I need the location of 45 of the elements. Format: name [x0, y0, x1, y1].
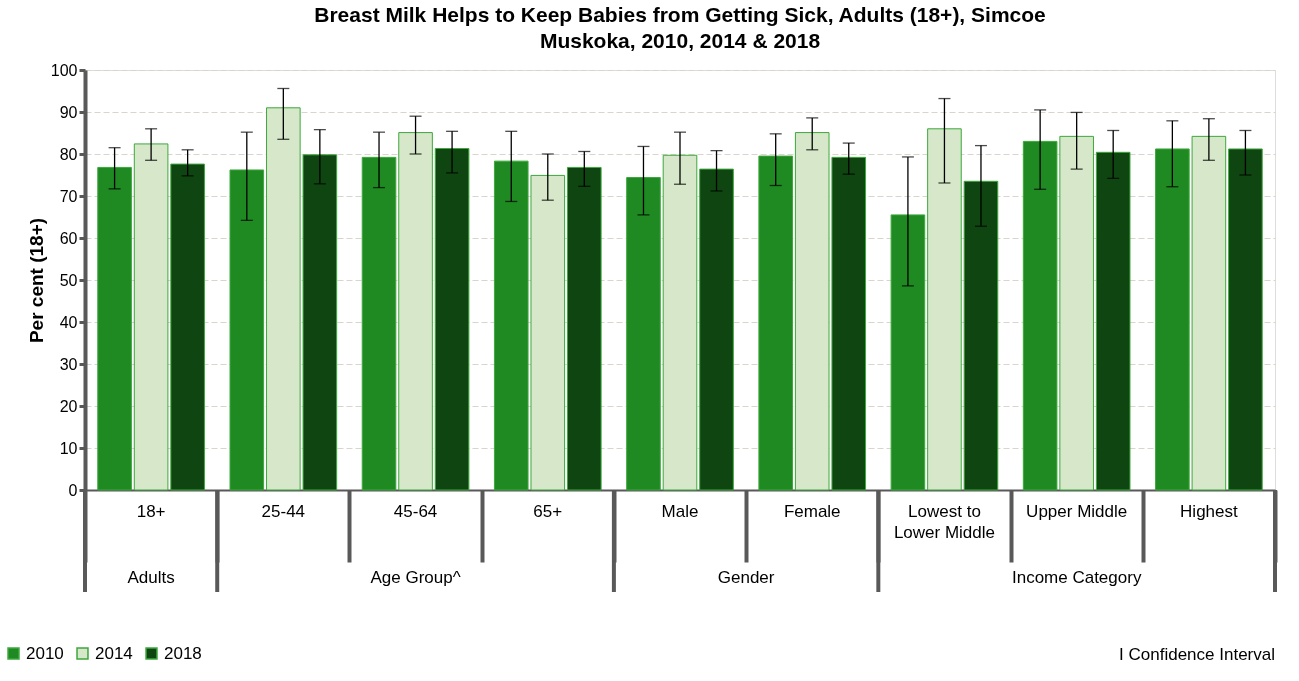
y-tick-label: 90 [59, 103, 78, 121]
bar [927, 128, 962, 491]
y-tick-label: 0 [68, 481, 78, 499]
x-tick-label: Highest [1180, 502, 1238, 521]
legend-label: 2010 [26, 643, 64, 663]
x-tick-label: Female [783, 502, 841, 521]
y-tick-label: 60 [59, 229, 78, 247]
x-tick-label: 25-44 [261, 502, 306, 521]
x-tick-label: Male [661, 502, 699, 521]
bar [963, 180, 999, 491]
bar [626, 177, 661, 491]
bar [699, 168, 734, 491]
bar [1228, 148, 1263, 491]
x-tick-label: 65+ [533, 502, 563, 521]
bar [758, 155, 793, 491]
x-tick-label: 18+ [136, 502, 166, 521]
bar [890, 214, 926, 491]
x-tick-label: 45-64 [393, 502, 438, 521]
y-tick-label: 20 [59, 397, 78, 415]
text: I Confidence Interval [1119, 645, 1275, 664]
legend-label: 2018 [164, 643, 202, 663]
y-tick-label: 100 [50, 61, 78, 79]
y-tick-label: 10 [59, 439, 78, 457]
y-tick-label: 50 [59, 271, 78, 289]
text: Gender [717, 568, 775, 587]
text: Adults [127, 568, 175, 587]
y-tick-label: 80 [59, 145, 78, 163]
bar [361, 156, 397, 491]
x-tick-label: Lowest to Lower Middle [893, 502, 995, 542]
x-tick-label: Upper Middle [1026, 502, 1128, 521]
bar [97, 166, 132, 491]
y-axis-title: Per cent (18+) [25, 217, 47, 344]
text: Age Group^ [370, 568, 461, 587]
legend-label: 2014 [95, 643, 133, 663]
bar [1095, 151, 1131, 491]
chart-title: Breast Milk Helps to Keep Babies from Getting Sick, Adults (18+), Simcoe Muskoka, 2010, 2014 & 2018 [314, 3, 1046, 52]
bar [567, 166, 602, 491]
y-tick-label: 30 [59, 355, 78, 373]
bar [398, 132, 433, 491]
bar [229, 169, 265, 491]
y-tick-label: 70 [59, 187, 78, 205]
y-tick-label: 40 [59, 313, 78, 331]
bar [662, 154, 698, 491]
text: Income Category [1011, 568, 1142, 587]
bar [434, 148, 470, 491]
